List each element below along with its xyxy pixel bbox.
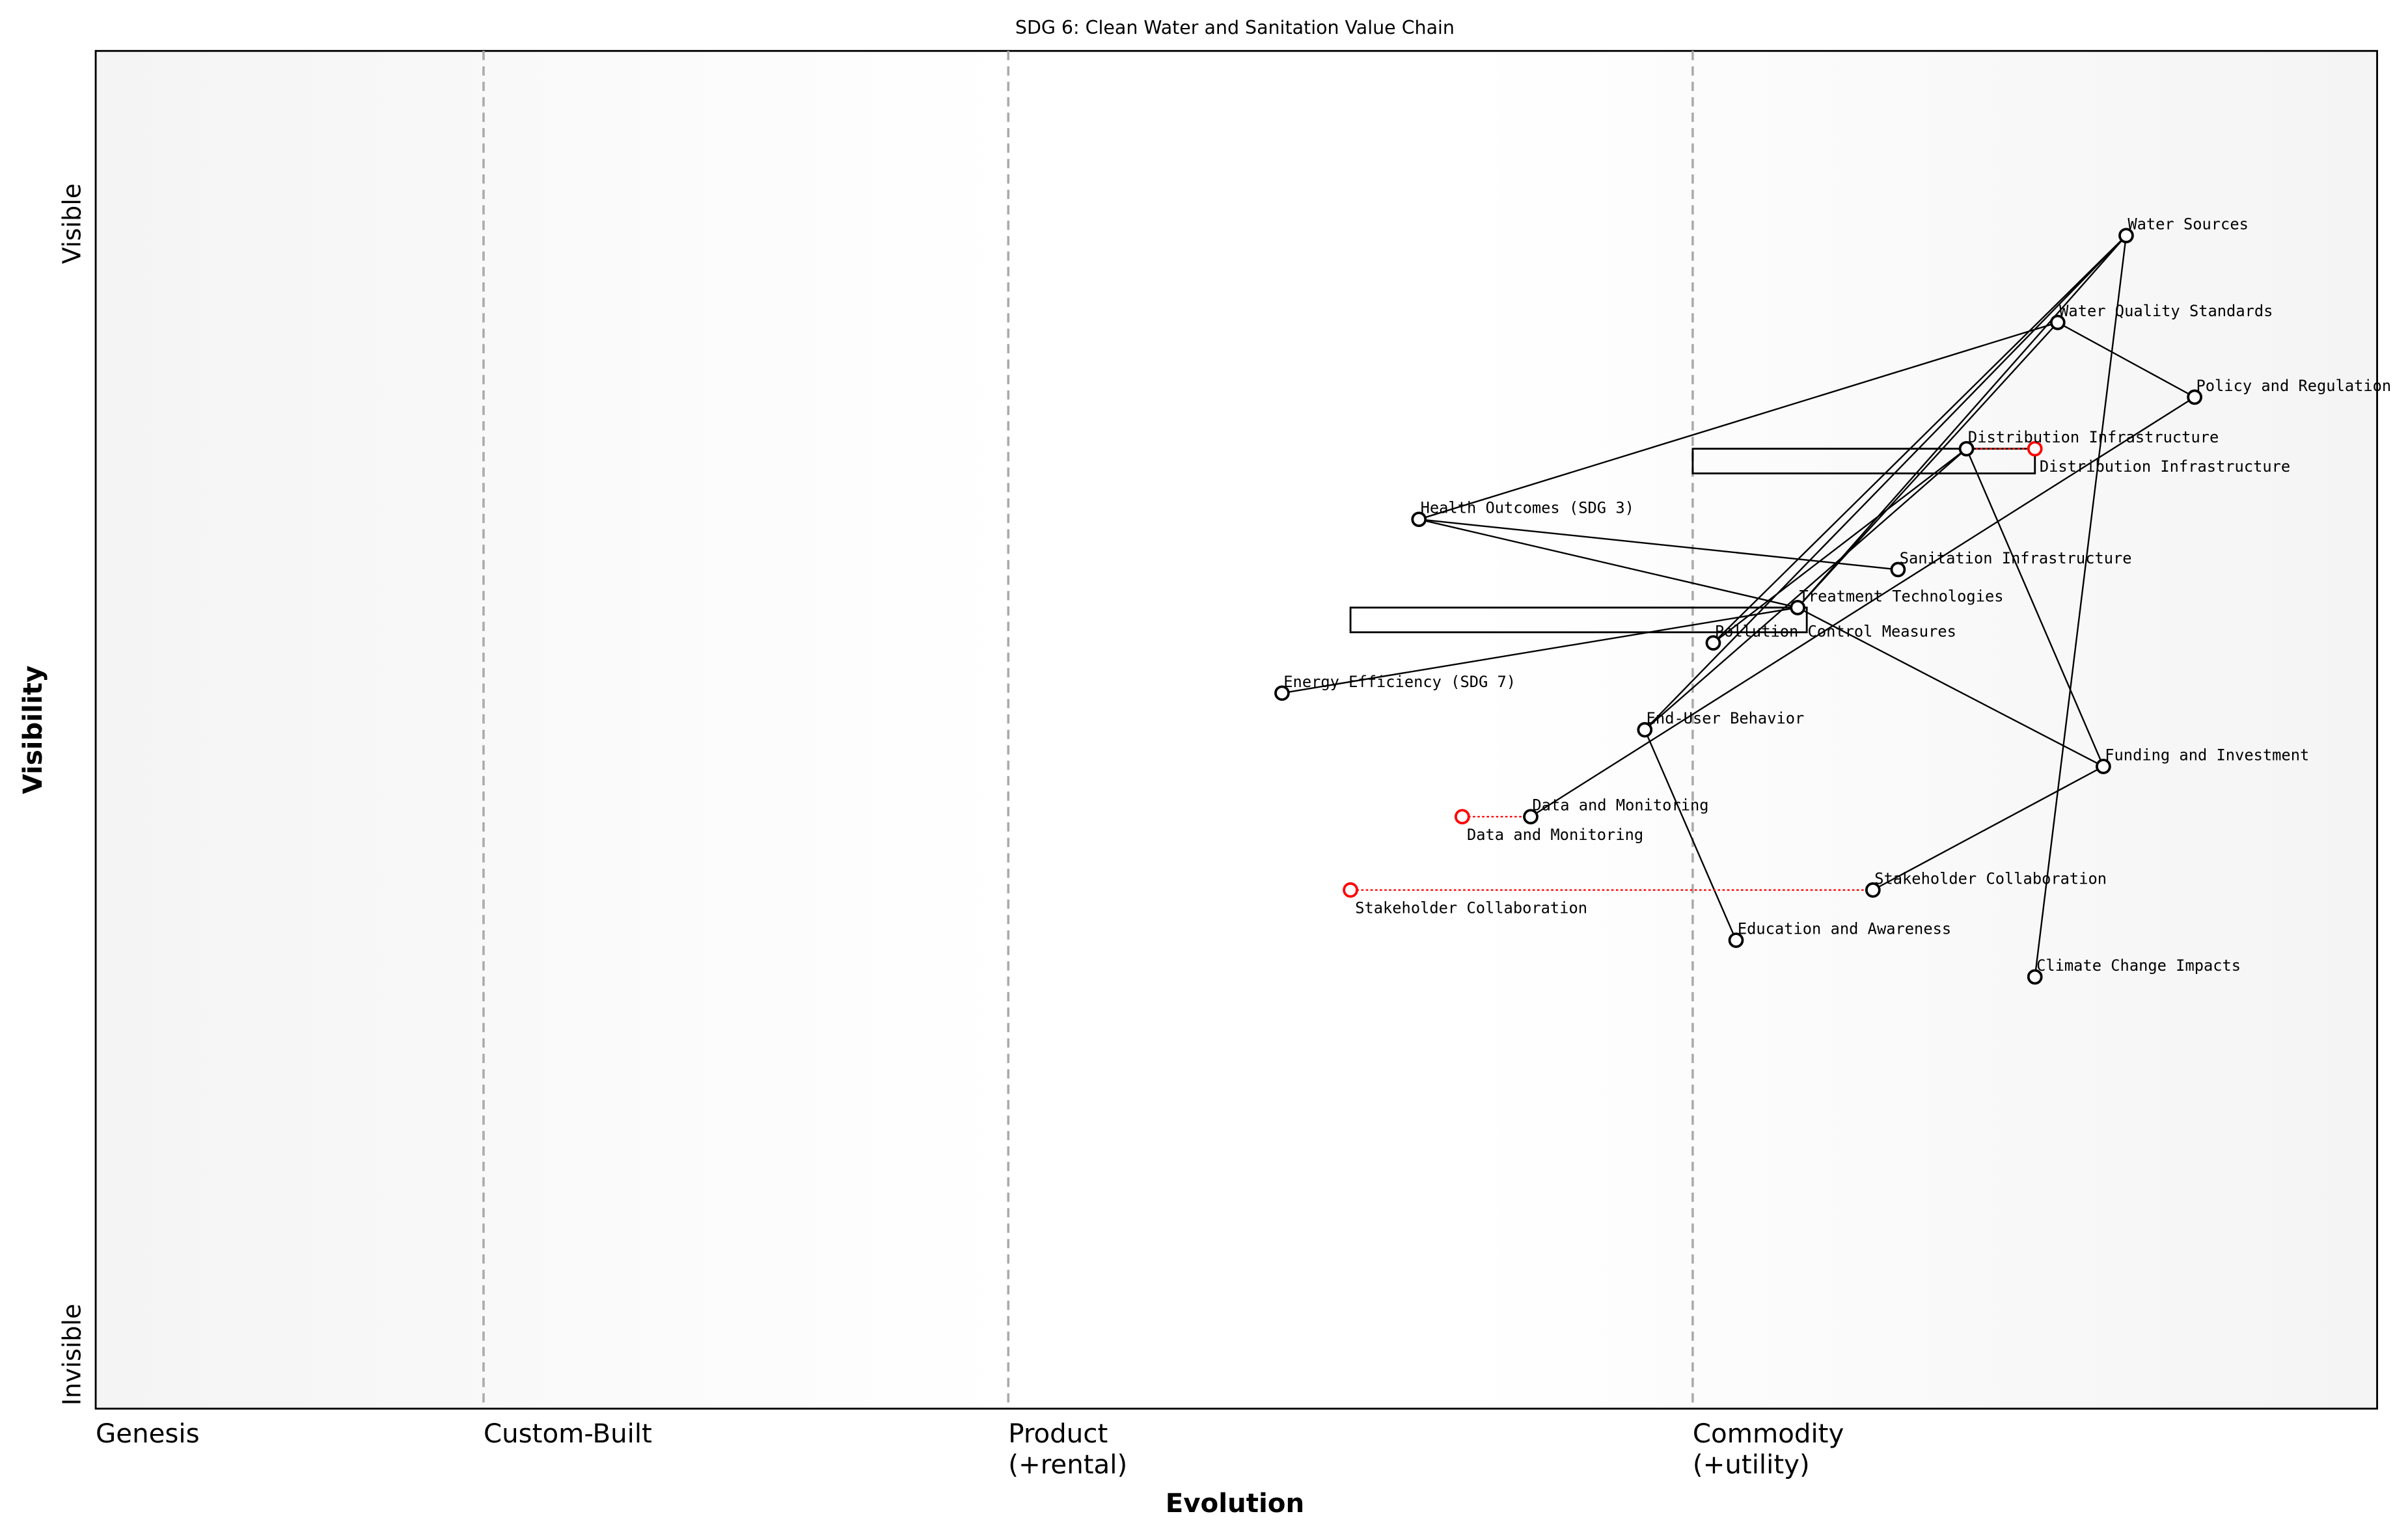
dependency-edge xyxy=(1530,396,2195,818)
evolutions: Distribution Infrastructure Data and Moni… xyxy=(1343,440,2290,917)
dependency-edge xyxy=(2034,235,2128,977)
y-bottom-label: Invisible xyxy=(57,1304,86,1405)
component-label: End-User Behavior xyxy=(1647,709,1805,727)
evolved-node-label: Distribution Infrastructure xyxy=(2040,457,2290,476)
stage-label: Custom-Built xyxy=(484,1418,652,1449)
evolved-node-marker xyxy=(1454,809,1470,825)
dependency-edge xyxy=(1644,235,2127,731)
dependency-edge xyxy=(1965,448,2104,767)
dependency-edge xyxy=(1418,321,2059,521)
component-node xyxy=(1790,599,1806,616)
dependency-edge xyxy=(2057,321,2195,398)
component-label: Stakeholder Collaboration xyxy=(1874,869,2107,887)
component-node xyxy=(1890,562,1906,578)
component-label: Policy and Regulation xyxy=(2196,377,2391,395)
dependency-edge xyxy=(1797,321,2059,608)
dependency-edge xyxy=(1712,235,2127,643)
stage-sublabel: (+rental) xyxy=(1008,1450,1127,1480)
dependency-edge xyxy=(1281,606,1798,694)
x-axis-label: Evolution xyxy=(1166,1488,1304,1519)
component-node xyxy=(1705,635,1721,651)
plot-area xyxy=(94,49,2378,1410)
component-node xyxy=(1637,722,1653,738)
component-label: Data and Monitoring xyxy=(1532,796,1708,815)
dependency-edge xyxy=(1797,606,2104,768)
components: Water Sources Water Quality Standards Poli… xyxy=(1274,215,2391,985)
dependency-edge xyxy=(1419,519,1898,571)
stage-lines xyxy=(482,51,1694,1409)
chart-title: SDG 6: Clean Water and Sanitation Value … xyxy=(1015,17,1455,38)
evolved-node-marker xyxy=(1343,882,1358,898)
component-label: Water Sources xyxy=(2128,215,2249,234)
dependency-edge xyxy=(1797,235,2127,608)
component-label: Health Outcomes (SDG 3) xyxy=(1421,499,1634,517)
stage-label: Commodity xyxy=(1693,1418,1844,1449)
evolved-node-label: Stakeholder Collaboration xyxy=(1355,899,1587,917)
component-label: Distribution Infrastructure xyxy=(1968,428,2219,446)
inertia-box xyxy=(1691,448,2036,475)
dependency-edge xyxy=(1644,448,1967,731)
y-axis-label: Visibility xyxy=(18,666,48,794)
dependency-edge xyxy=(1644,729,1737,941)
stage-sublabel: (+utility) xyxy=(1693,1450,1810,1480)
component-label: Water Quality Standards xyxy=(2059,302,2273,320)
evolved-node-label: Data and Monitoring xyxy=(1467,826,1643,844)
component-node xyxy=(1274,685,1290,701)
component-label: Energy Efficiency (SDG 7) xyxy=(1283,673,1516,691)
component-node xyxy=(2049,314,2066,331)
stage-label: Genesis xyxy=(96,1418,200,1449)
component-node xyxy=(1958,440,1975,457)
component-node xyxy=(1728,932,1744,948)
dependency-edge xyxy=(1872,765,2104,891)
component-node xyxy=(1411,511,1427,528)
component-label: Education and Awareness xyxy=(1738,920,1951,938)
inertia-boxes xyxy=(1349,448,2036,634)
component-node xyxy=(1523,809,1539,825)
inertia-box xyxy=(1349,606,1808,634)
dependency-edge xyxy=(1712,448,1967,644)
component-node xyxy=(2096,759,2111,774)
component-label: Sanitation Infrastructure xyxy=(1900,549,2132,567)
stage-label: Product xyxy=(1008,1418,1108,1449)
component-label: Climate Change Impacts xyxy=(2036,956,2241,975)
component-node xyxy=(2118,228,2134,243)
stage-labels: Genesis Custom-Built Product(+rental) Commo… xyxy=(96,1418,1844,1480)
component-node xyxy=(2187,389,2202,405)
component-label: Funding and Investment xyxy=(2105,746,2309,764)
component-node xyxy=(1865,882,1881,898)
evolved-node-marker xyxy=(2027,440,2043,457)
dependency-edge xyxy=(1418,519,1798,608)
dependency-edges xyxy=(1281,235,2195,977)
component-label: Pollution Control Measures xyxy=(1715,623,1956,641)
component-node xyxy=(2027,969,2043,985)
component-label: Treatment Technologies xyxy=(1799,587,2004,605)
y-top-label: Visible xyxy=(57,183,86,264)
